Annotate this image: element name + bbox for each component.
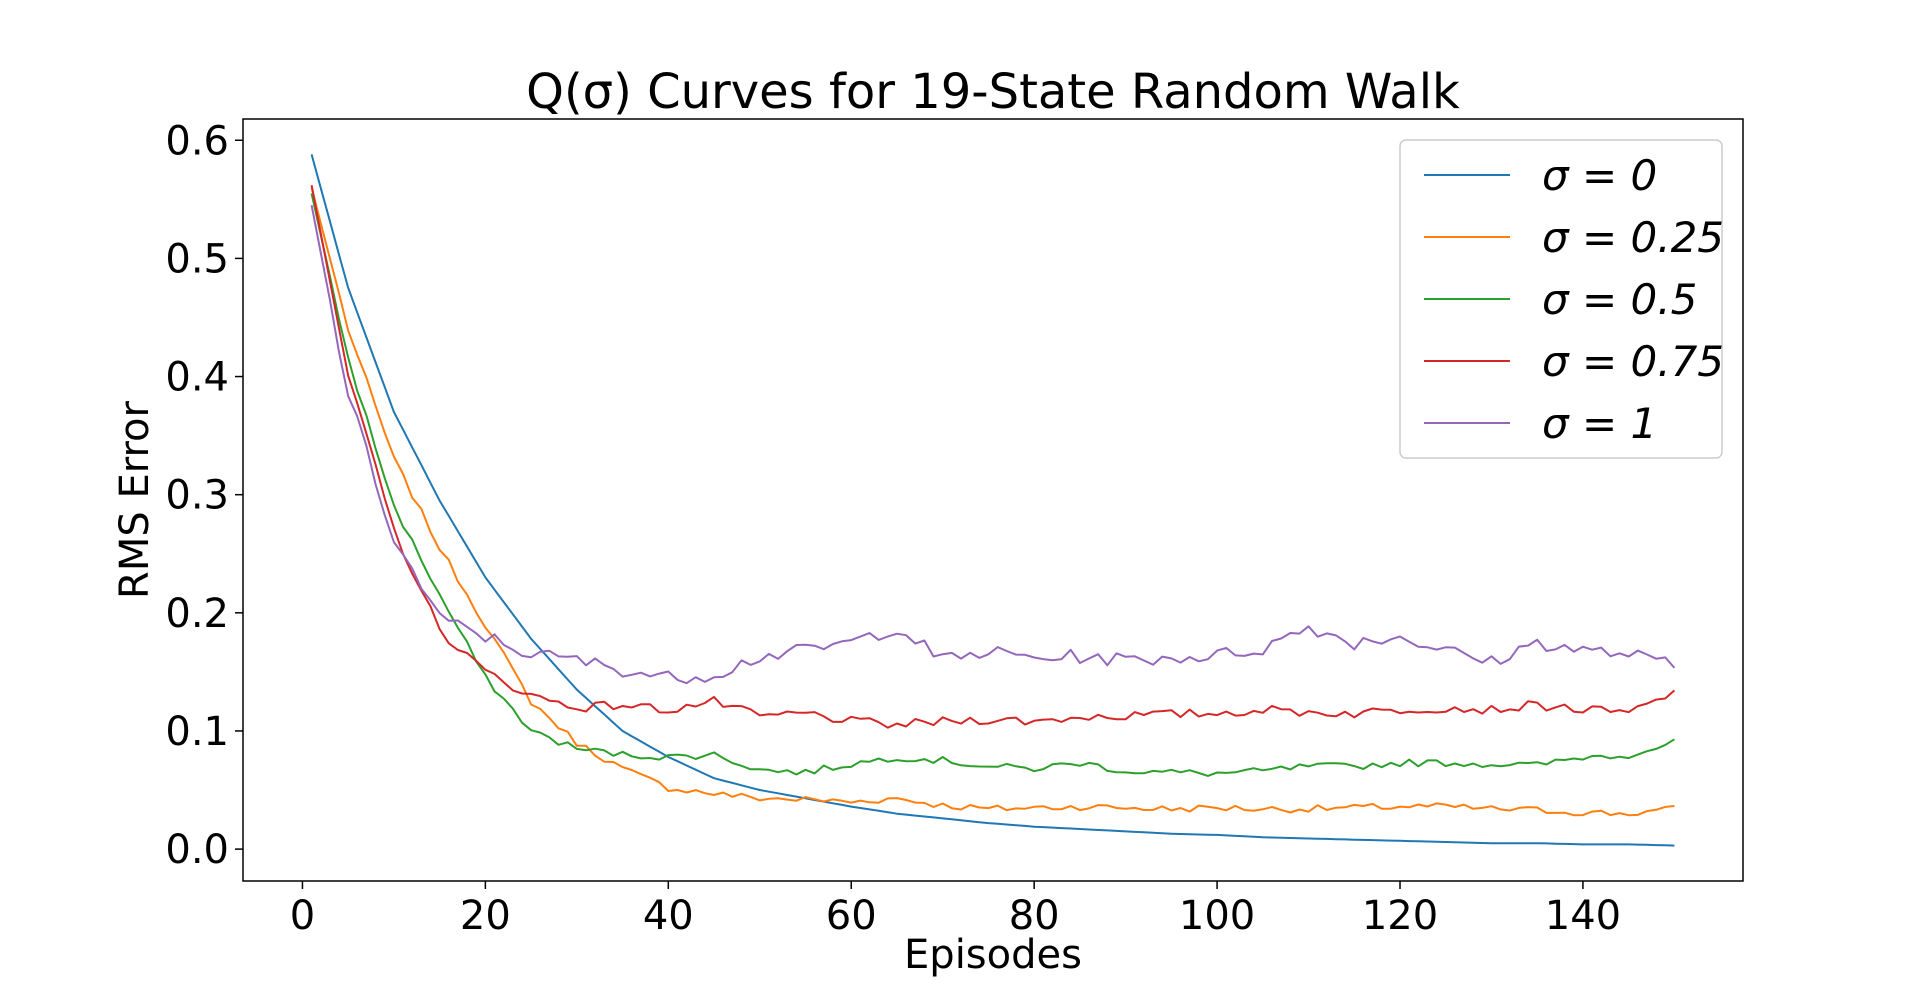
x-tick-label: 140 [1545, 893, 1621, 939]
y-axis-title: RMS Error [112, 400, 158, 598]
y-tick-label: 0.2 [165, 591, 229, 637]
legend: σ = 0 σ = 0.25 σ = 0.5 σ = 0.75 σ = 1 [1399, 139, 1724, 459]
legend-label: σ = 0.25 [1542, 213, 1724, 262]
y-tick-label: 0.0 [165, 827, 229, 873]
legend-label: σ = 1 [1542, 399, 1657, 448]
legend-label: σ = 0 [1542, 151, 1657, 200]
y-tick-label: 0.5 [165, 236, 229, 282]
x-tick-label: 100 [1179, 893, 1255, 939]
y-tick-label: 0.1 [165, 709, 229, 755]
chart-title: Q(σ) Curves for 19-State Random Walk [526, 64, 1460, 120]
x-tick-label: 20 [460, 893, 511, 939]
legend-label: σ = 0.5 [1542, 275, 1697, 324]
x-tick-label: 60 [826, 893, 877, 939]
series-line [310, 193, 1675, 777]
x-tick-label: 80 [1009, 893, 1060, 939]
series-line [310, 205, 1676, 685]
series-line [310, 185, 1676, 729]
y-tick-label: 0.4 [165, 355, 229, 401]
y-ticks: 0.0 0.1 0.2 0.3 0.4 0.5 0.6 [165, 118, 243, 873]
legend-label: σ = 0.75 [1542, 337, 1724, 386]
x-tick-label: 120 [1362, 893, 1438, 939]
series-line [310, 187, 1675, 817]
legend-box [1399, 139, 1723, 459]
x-tick-label: 40 [643, 893, 694, 939]
x-tick-label: 0 [290, 893, 315, 939]
y-tick-label: 0.6 [165, 118, 229, 164]
x-axis-title: Episodes [904, 932, 1082, 978]
y-tick-label: 0.3 [165, 473, 229, 519]
x-ticks: 0 20 40 60 80 100 120 140 [290, 881, 1621, 939]
series-line [310, 154, 1675, 847]
series-lines [310, 154, 1676, 847]
